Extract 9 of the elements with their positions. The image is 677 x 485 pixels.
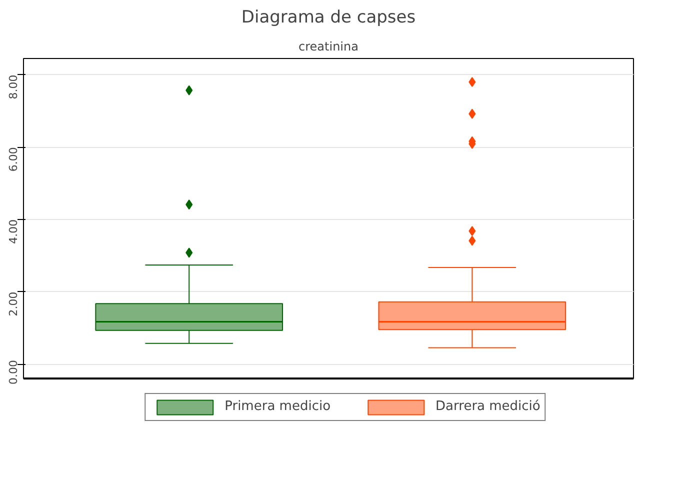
y-tick-label: 8.00	[7, 74, 20, 100]
legend-label: Darrera medició	[436, 399, 540, 414]
y-tick-label: 6.00	[7, 147, 20, 172]
chart-subtitle: creatinina	[298, 40, 358, 54]
y-tick-label: 2.00	[7, 292, 20, 316]
chart-title: Diagrama de capses	[241, 8, 416, 28]
legend-label: Primera medicio	[224, 399, 331, 414]
y-tick-label: 0.00	[7, 360, 20, 384]
y-tick-label: 4.00	[7, 219, 20, 244]
